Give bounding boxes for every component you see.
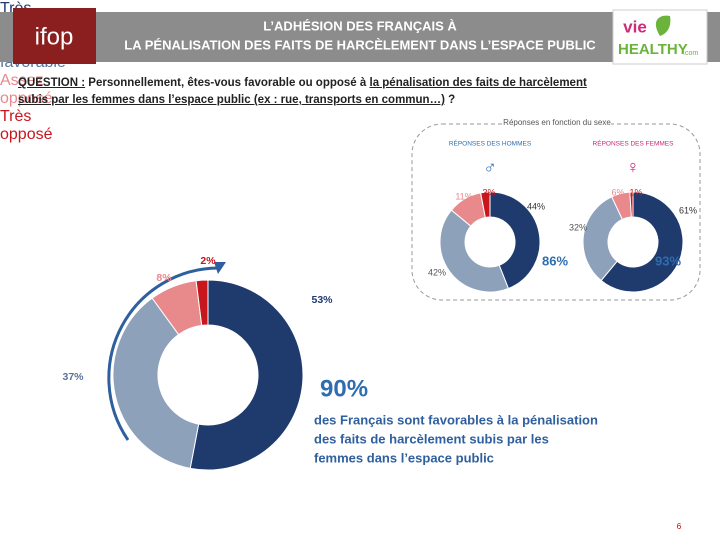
question-text: ?: [444, 94, 456, 106]
donut-segment: [489, 191, 541, 290]
arc-arrow: [107, 266, 221, 441]
donut-segment: [629, 191, 634, 218]
title: L’ADHÉSION DES FRANÇAIS À: [263, 18, 457, 33]
question-text: la pénalisation des faits de harcèlement…: [18, 77, 587, 106]
question-label: QUESTION :: [18, 77, 86, 89]
partner-logo: vie: [623, 17, 647, 36]
gender-symbol: ♂: [483, 157, 497, 177]
question: QUESTION : Personnellement, êtes-vous fa…: [18, 75, 618, 109]
partner-logo: HEALTHY: [618, 41, 688, 58]
panel-title-bg: [503, 116, 611, 130]
value-label: 61%: [679, 205, 697, 215]
value-label: 53%: [311, 294, 333, 306]
value-label: 42%: [428, 267, 446, 277]
value-label: 1%: [629, 187, 642, 197]
highlight-value: 90%: [320, 375, 368, 402]
value-label: 8%: [156, 272, 172, 284]
donut-segment: [195, 279, 209, 326]
donut-segment: [112, 297, 200, 469]
question-text: Personnellement, êtes-vous favorable ou …: [88, 77, 370, 89]
leaf: [655, 15, 671, 36]
value-label: 37%: [62, 371, 84, 383]
gender-symbol: ♀: [626, 157, 640, 177]
partner-logo: .com: [683, 50, 698, 57]
donut-segment: [189, 279, 304, 471]
header-bar: [0, 12, 720, 62]
donut-title: RÉPONSES DES FEMMES: [593, 139, 675, 148]
arrow-head: [214, 262, 226, 274]
value-label: 3%: [482, 187, 495, 197]
panel-title: Réponses en fonction du sexe: [503, 118, 611, 127]
total-label: 86%: [542, 253, 568, 268]
total-label: 93%: [655, 253, 681, 268]
title: LA PÉNALISATION DES FAITS DE HARCÈLEMENT…: [124, 37, 596, 52]
value-label: 2%: [200, 255, 216, 267]
category-label: Très opposé: [0, 108, 53, 143]
highlight-text: femmes dans l’espace public: [314, 450, 494, 465]
donut-segment: [582, 196, 624, 282]
highlight-text: des Français sont favorables à la pénali…: [314, 412, 598, 427]
value-label: 11%: [455, 191, 472, 201]
logo: ifop: [35, 23, 74, 50]
logo-box: [13, 8, 96, 64]
value-label: 6%: [611, 187, 624, 197]
page-number: 6: [677, 522, 682, 531]
value-label: 32%: [569, 222, 587, 232]
highlight-text: des faits de harcèlement subis par les: [314, 431, 549, 446]
donut-segment: [600, 191, 684, 293]
donut-title: RÉPONSES DES HOMMES: [449, 139, 532, 148]
donut-segment: [439, 209, 510, 293]
donut-segment: [480, 191, 491, 219]
value-label: 44%: [527, 201, 545, 211]
category-label: Assez opposé: [0, 72, 53, 107]
